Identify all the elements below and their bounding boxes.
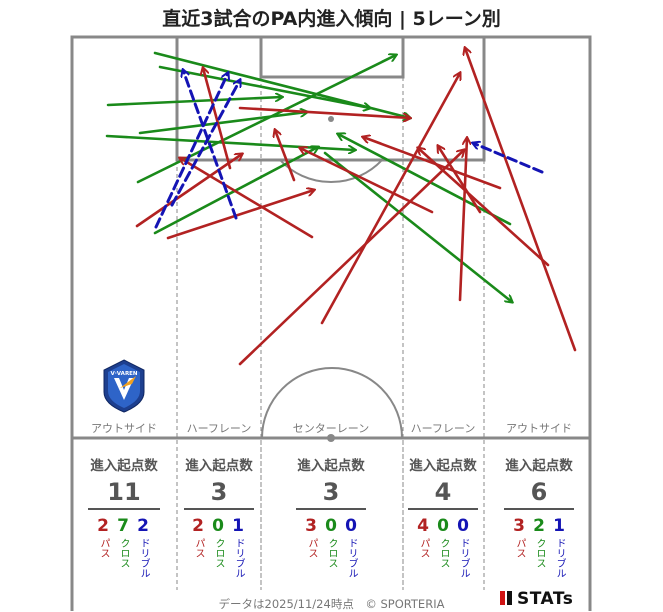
dribble-label: ドリブル bbox=[138, 538, 149, 578]
panel-header: 進入起点数 bbox=[185, 458, 253, 474]
cross-arrow bbox=[153, 51, 410, 118]
cross-count: 0 bbox=[212, 516, 224, 536]
pass-count: 4 bbox=[417, 516, 429, 536]
pass-arrow bbox=[166, 190, 314, 240]
cross-label: クロス bbox=[213, 538, 224, 568]
cross-label: クロス bbox=[326, 538, 337, 568]
dribble-count: 2 bbox=[137, 516, 149, 536]
pass-label: パス bbox=[306, 538, 317, 558]
panel-header: 進入起点数 bbox=[505, 458, 573, 474]
pass-count: 3 bbox=[305, 516, 317, 536]
dribble-label: ドリブル bbox=[554, 538, 565, 578]
pass-label: パス bbox=[418, 538, 429, 558]
lane-label-right-outside: アウトサイド bbox=[506, 422, 572, 435]
pass-arrow bbox=[320, 73, 460, 325]
pass-arrow bbox=[203, 68, 232, 170]
lane-label-left-halfspace: ハーフレーン bbox=[187, 422, 252, 435]
dribble-arrow bbox=[154, 73, 228, 229]
team-logo: V·VAREN bbox=[103, 359, 145, 413]
cross-count: 2 bbox=[533, 516, 545, 536]
panel-rule bbox=[88, 508, 160, 510]
lane-label-right-halfspace: ハーフレーン bbox=[411, 422, 476, 435]
dribble-count: 0 bbox=[345, 516, 357, 536]
team-logo-text: V·VAREN bbox=[110, 371, 137, 377]
panel-total: 11 bbox=[107, 478, 141, 506]
pass-label: パス bbox=[193, 538, 204, 558]
pass-arrow bbox=[238, 106, 410, 118]
dribble-label: ドリブル bbox=[233, 538, 244, 578]
panel-total: 3 bbox=[322, 478, 340, 506]
dribble-count: 1 bbox=[553, 516, 565, 536]
panel-header: 進入起点数 bbox=[297, 458, 365, 474]
pass-arrow bbox=[418, 148, 550, 267]
page-title: 直近3試合のPA内進入傾向 | 5レーン別 bbox=[162, 8, 501, 30]
panel-rule bbox=[504, 508, 574, 510]
panel-rule bbox=[296, 508, 366, 510]
pass-label: パス bbox=[514, 538, 525, 558]
cross-count: 0 bbox=[325, 516, 337, 536]
pass-arrow bbox=[438, 146, 482, 214]
pass-arrow bbox=[238, 150, 464, 366]
cross-arrow bbox=[338, 134, 512, 226]
pass-arrow bbox=[180, 158, 314, 239]
cross-arrow bbox=[106, 97, 282, 107]
pass-arrow bbox=[465, 48, 577, 352]
panel-total: 6 bbox=[530, 478, 548, 506]
data-date-note: データは2025/11/24時点 © SPORTERIA bbox=[218, 597, 445, 611]
dribble-arrow bbox=[183, 70, 238, 220]
pass-count: 2 bbox=[192, 516, 204, 536]
entry-arrows bbox=[105, 48, 577, 366]
panel-header: 進入起点数 bbox=[409, 458, 477, 474]
cross-arrow bbox=[153, 147, 318, 235]
pass-arrow bbox=[458, 138, 467, 302]
brand-mark-icon bbox=[507, 591, 512, 605]
dribble-label: ドリブル bbox=[458, 538, 469, 578]
cross-arrow bbox=[158, 65, 370, 108]
dribble-arrow bbox=[170, 80, 240, 207]
center-circle bbox=[261, 367, 403, 439]
panel-rule bbox=[184, 508, 254, 510]
panel-header: 進入起点数 bbox=[90, 458, 158, 474]
pass-label: パス bbox=[98, 538, 109, 558]
pass-arrow bbox=[275, 130, 296, 182]
panel-total: 3 bbox=[210, 478, 228, 506]
pass-arrow bbox=[363, 137, 502, 190]
dribble-count: 1 bbox=[232, 516, 244, 536]
pass-count: 2 bbox=[97, 516, 109, 536]
brand-text: STATs bbox=[517, 589, 574, 609]
cross-count: 0 bbox=[437, 516, 449, 536]
pass-arrow bbox=[135, 154, 242, 228]
cross-arrow bbox=[323, 151, 512, 302]
panel-rule bbox=[408, 508, 478, 510]
pass-count: 3 bbox=[513, 516, 525, 536]
center-spot bbox=[327, 434, 335, 442]
cross-arrow bbox=[138, 112, 307, 135]
penalty-spot bbox=[328, 116, 334, 122]
dribble-arrow bbox=[473, 143, 544, 174]
lane-dividers bbox=[176, 77, 485, 585]
cross-label: クロス bbox=[438, 538, 449, 568]
lane-label-left-outside: アウトサイド bbox=[91, 422, 157, 435]
brand-mark-icon bbox=[500, 591, 505, 605]
panel-dividers bbox=[176, 440, 485, 590]
dribble-count: 0 bbox=[457, 516, 469, 536]
cross-label: クロス bbox=[534, 538, 545, 568]
cross-label: クロス bbox=[118, 538, 129, 568]
lane-label-center: センターレーン bbox=[293, 422, 369, 435]
cross-count: 7 bbox=[117, 516, 129, 536]
panel-total: 4 bbox=[434, 478, 452, 506]
goal-area bbox=[259, 35, 405, 79]
stats-brand-logo: STATs bbox=[500, 589, 573, 609]
dribble-label: ドリブル bbox=[346, 538, 357, 578]
